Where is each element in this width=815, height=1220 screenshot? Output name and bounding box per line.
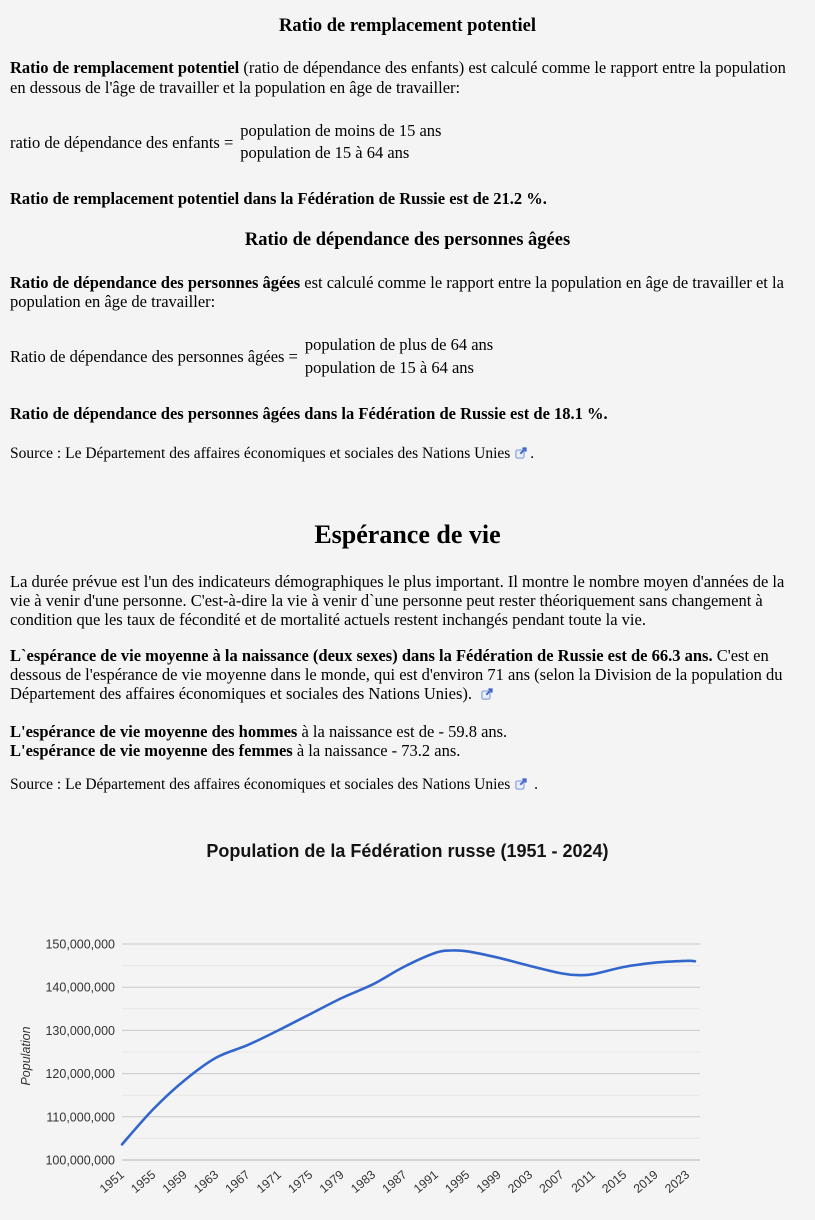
population-chart: Population de la Fédération russe (1951 …	[10, 841, 805, 1220]
formula-elderly-dependency: Ratio de dépendance des personnes âgées …	[10, 334, 805, 380]
chart-series-line[interactable]	[120, 948, 697, 1146]
elderly-definition-text: est calculé comme le rapport entre la po…	[10, 272, 784, 311]
chart-y-axis-title: Population	[19, 1026, 33, 1085]
elderly-ratio-result: Ratio de dépendance des personnes âgées …	[10, 403, 608, 423]
formula-fraction: population de plus de 64 ans population …	[305, 334, 493, 380]
chart-x-axis-labels: 1951 1955 1959 1963 1967 1971 1975 1979 1983 1987…	[97, 1167, 692, 1195]
external-link-glyph	[515, 447, 527, 459]
y-tick-label: 140,000,000	[45, 980, 115, 994]
external-link-glyph	[481, 688, 493, 701]
chart-title: Population de la Fédération russe (1951 …	[206, 840, 609, 861]
formula-label: ratio de dépendance des enfants =	[10, 132, 234, 152]
source-line-life: Source : Le Département des affaires éco…	[10, 776, 805, 795]
fraction-numerator: population de plus de 64 ans	[304, 335, 494, 355]
life-expectancy-average-paragraph: L`espérance de vie moyenne à la naissanc…	[10, 646, 805, 704]
section-heading-life-expectancy: Espérance de vie	[314, 519, 501, 549]
source-text: Source : Le Département des affaires éco…	[10, 444, 511, 462]
replacement-term-bold: Ratio de remplacement potentiel	[10, 58, 240, 78]
x-tick-label: 1983	[348, 1167, 378, 1195]
y-tick-label: 130,000,000	[45, 1024, 115, 1038]
replacement-ratio-result: Ratio de remplacement potentiel dans la …	[10, 189, 547, 209]
fraction-denominator: population de 15 à 64 ans	[304, 357, 474, 377]
section-heading-replacement-ratio: Ratio de remplacement potentiel	[278, 16, 537, 36]
x-tick-label: 1951	[97, 1167, 127, 1195]
chart-y-axis-labels: 100,000,000 110,000,000 120,000,000 130,000…	[45, 937, 115, 1167]
document-body: Ratio de remplacement potentiel Ratio de…	[10, 16, 805, 1220]
x-tick-label: 1991	[411, 1167, 441, 1195]
source-text: Source : Le Département des affaires éco…	[10, 775, 511, 793]
x-tick-label: 1999	[474, 1167, 504, 1195]
elderly-term-bold: Ratio de dépendance des personnes âgées	[10, 272, 301, 292]
men-life-text: à la naissance est de - 59.8 ans.	[297, 721, 508, 741]
x-tick-label: 1955	[128, 1167, 158, 1195]
population-chart-svg[interactable]: 100,000,000 110,000,000 120,000,000 130,000…	[10, 862, 805, 1220]
x-tick-label: 2007	[537, 1167, 567, 1195]
women-life-text: à la naissance - 73.2 ans.	[292, 740, 461, 760]
section-heading-elderly-dependency: Ratio de dépendance des personnes âgées	[244, 230, 571, 251]
x-tick-label: 1975	[285, 1167, 315, 1195]
formula-child-dependency: ratio de dépendance des enfants = popula…	[10, 120, 805, 166]
y-tick-label: 150,000,000	[45, 937, 115, 951]
x-tick-label: 1987	[380, 1167, 410, 1195]
x-tick-label: 2019	[631, 1167, 661, 1195]
men-life-bold: L'espérance de vie moyenne des hommes	[10, 721, 298, 741]
source-line-dependency: Source : Le Département des affaires éco…	[10, 445, 805, 464]
replacement-definition-paragraph: Ratio de remplacement potentiel (ratio d…	[10, 58, 805, 96]
formula-fraction: population de moins de 15 ans population…	[240, 120, 441, 166]
y-tick-label: 100,000,000	[45, 1153, 115, 1167]
replacement-definition-text: (ratio de dépendance des enfants) est ca…	[10, 58, 786, 97]
external-link-icon[interactable]	[515, 446, 527, 464]
x-tick-label: 2015	[599, 1167, 629, 1195]
life-average-bold: L`espérance de vie moyenne à la naissanc…	[10, 646, 713, 666]
x-tick-label: 1995	[442, 1167, 472, 1195]
elderly-definition-paragraph: Ratio de dépendance des personnes âgées …	[10, 273, 805, 311]
x-tick-label: 1959	[160, 1167, 190, 1195]
source-period: .	[530, 444, 535, 462]
x-tick-label: 1971	[254, 1167, 284, 1195]
women-life-bold: L'espérance de vie moyenne des femmes	[10, 740, 293, 760]
x-tick-label: 1979	[317, 1167, 347, 1195]
external-link-glyph	[515, 778, 527, 790]
chart-gridlines	[122, 943, 700, 1161]
source-period: .	[530, 775, 539, 793]
life-average-text: C'est en dessous de l'espérance de vie m…	[10, 646, 783, 704]
x-tick-label: 2003	[505, 1167, 535, 1195]
formula-label: Ratio de dépendance des personnes âgées …	[10, 347, 298, 367]
x-tick-label: 2011	[569, 1167, 598, 1195]
life-expectancy-intro-paragraph: La durée prévue est l'un des indicateurs…	[10, 571, 785, 630]
fraction-denominator: population de 15 à 64 ans	[240, 143, 410, 163]
external-link-icon[interactable]	[515, 777, 527, 795]
fraction-numerator: population de moins de 15 ans	[240, 120, 442, 140]
life-expectancy-by-sex: L'espérance de vie moyenne des hommes à …	[10, 722, 805, 760]
external-link-icon[interactable]	[481, 685, 493, 704]
y-tick-label: 110,000,000	[46, 1110, 115, 1124]
x-tick-label: 1963	[191, 1167, 221, 1195]
y-tick-label: 120,000,000	[45, 1067, 115, 1081]
x-tick-label: 1967	[223, 1167, 253, 1195]
x-tick-label: 2023	[662, 1167, 692, 1195]
